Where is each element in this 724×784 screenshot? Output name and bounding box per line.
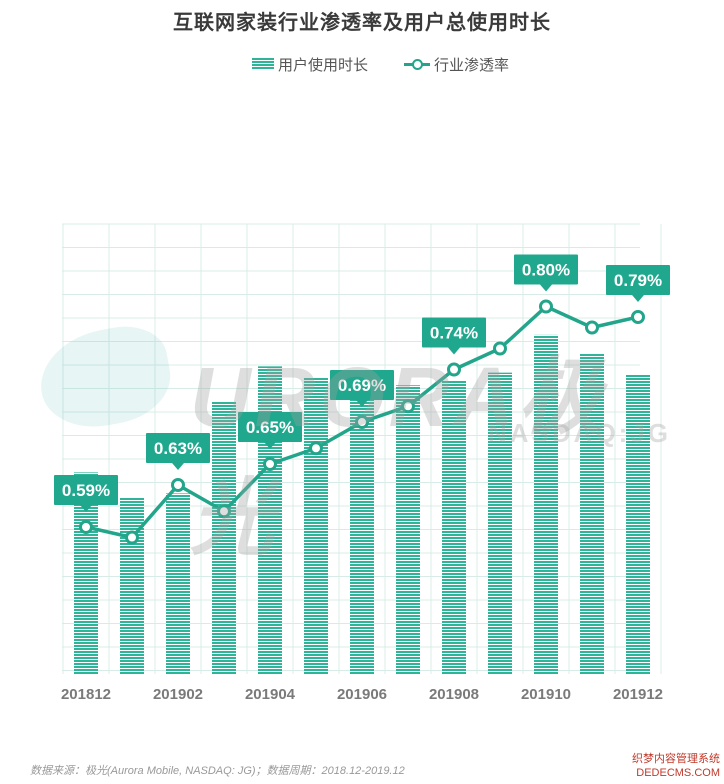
line-point-201906	[355, 415, 369, 429]
line-point-201909	[493, 341, 507, 356]
bar-201909	[488, 372, 512, 674]
source-note: 数据来源：极光(Aurora Mobile, NASDAQ: JG)；数据周期：…	[30, 765, 405, 777]
data-label-text: 0.80%	[522, 261, 570, 280]
data-label-201906: 0.69%	[330, 370, 394, 407]
line-point-201908	[447, 362, 461, 377]
x-tick-201908: 201908	[429, 686, 479, 703]
legend-item-line: 行业渗透率	[404, 54, 509, 74]
x-axis-ticks: 201812 201902 201904 201906 201908 201910 2019…	[61, 686, 663, 703]
data-label-text: 0.79%	[614, 271, 662, 290]
bar-201907	[396, 385, 420, 674]
x-tick-201812: 201812	[61, 686, 111, 703]
data-labels: 0.59% 0.63% 0.65% 0.69% 0.74% 0.80% 0.79%	[54, 254, 670, 512]
chart-title: 互联网家装行业渗透率及用户总使用时长	[173, 12, 551, 34]
bar-201901	[120, 497, 144, 674]
line-point-201902	[171, 478, 185, 492]
data-label-201904: 0.65%	[238, 412, 302, 449]
bar-201903	[212, 401, 236, 674]
line-point-201911	[585, 320, 599, 335]
corner-mark: 织梦内容管理系统 DEDECMS.COM	[632, 752, 720, 780]
x-tick-201912: 201912	[613, 686, 663, 703]
bar-series	[74, 334, 650, 674]
data-label-text: 0.74%	[430, 324, 478, 343]
legend-line-swatch	[404, 58, 430, 70]
data-label-201908: 0.74%	[422, 317, 486, 355]
line-point-201910	[539, 299, 553, 314]
bar-201906	[350, 387, 374, 674]
data-label-201912: 0.79%	[606, 265, 670, 302]
line-point-201904	[263, 457, 277, 471]
data-label-201812: 0.59%	[54, 475, 118, 512]
legend-label-bar: 用户使用时长	[278, 56, 369, 74]
line-point-201912	[631, 310, 645, 324]
legend: 用户使用时长 行业渗透率	[0, 54, 724, 74]
line-point-201905	[309, 441, 323, 456]
bar-201910	[534, 334, 558, 674]
x-tick-201910: 201910	[521, 686, 571, 703]
legend-item-bar: 用户使用时长	[252, 54, 368, 74]
data-label-text: 0.65%	[246, 418, 294, 437]
corner-mark-line1: 织梦内容管理系统	[632, 753, 720, 765]
x-tick-201906: 201906	[337, 686, 387, 703]
legend-bar-swatch	[252, 58, 274, 70]
data-label-text: 0.63%	[154, 439, 202, 458]
corner-mark-line2: DEDECMS.COM	[636, 767, 720, 779]
data-label-text: 0.59%	[62, 481, 110, 500]
line-point-201812	[79, 520, 93, 534]
line-series	[79, 299, 645, 545]
bar-201905	[304, 377, 328, 674]
x-tick-201902: 201902	[153, 686, 203, 703]
data-label-201902: 0.63%	[146, 433, 210, 470]
data-label-text: 0.69%	[338, 376, 386, 395]
line-point-201901	[125, 530, 139, 545]
bar-201908	[442, 380, 466, 674]
bar-201912	[626, 374, 650, 674]
data-label-201910: 0.80%	[514, 254, 578, 292]
x-tick-201904: 201904	[245, 686, 296, 703]
bar-201911	[580, 353, 604, 674]
chart-plot: 0.59% 0.63% 0.65% 0.69% 0.74% 0.80% 0.79% 2018…	[54, 223, 670, 703]
bar-201902	[166, 493, 190, 674]
legend-label-line: 行业渗透率	[434, 56, 510, 74]
line-point-201907	[401, 399, 415, 414]
line-point-201903	[217, 504, 231, 519]
